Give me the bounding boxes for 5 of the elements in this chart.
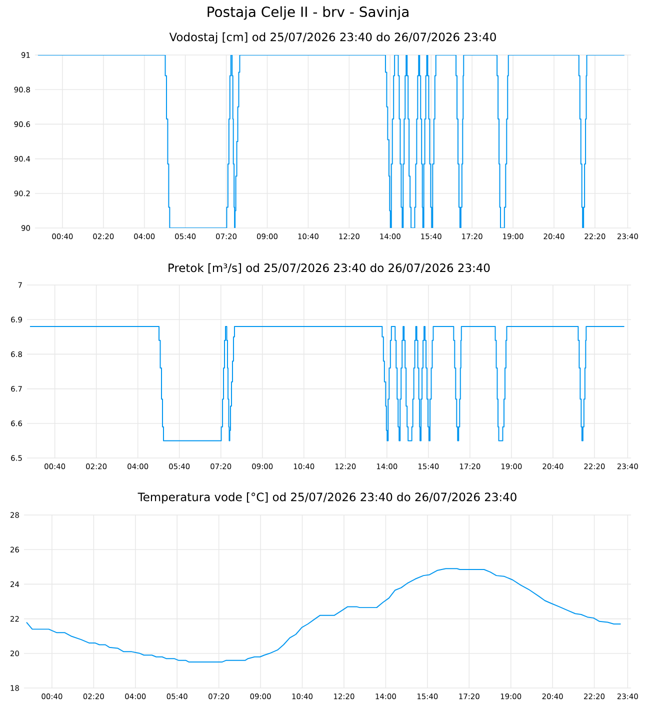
- line-series: [26, 568, 622, 663]
- chart-title: Temperatura vode [°C] od 25/07/2026 23:40 do 26/07/2026 23:40: [138, 492, 516, 504]
- chart-title: Pretok [m³/s] od 25/07/2026 23:40 do 26/07/2026 23:40: [168, 263, 490, 274]
- chart-title: Postaja Celje II - brv - Savinja: [208, 6, 408, 20]
- chart-subtitle: Vodostaj [cm] od 25/07/2026 23:40 do 26/07/2026 23:40: [169, 32, 496, 44]
